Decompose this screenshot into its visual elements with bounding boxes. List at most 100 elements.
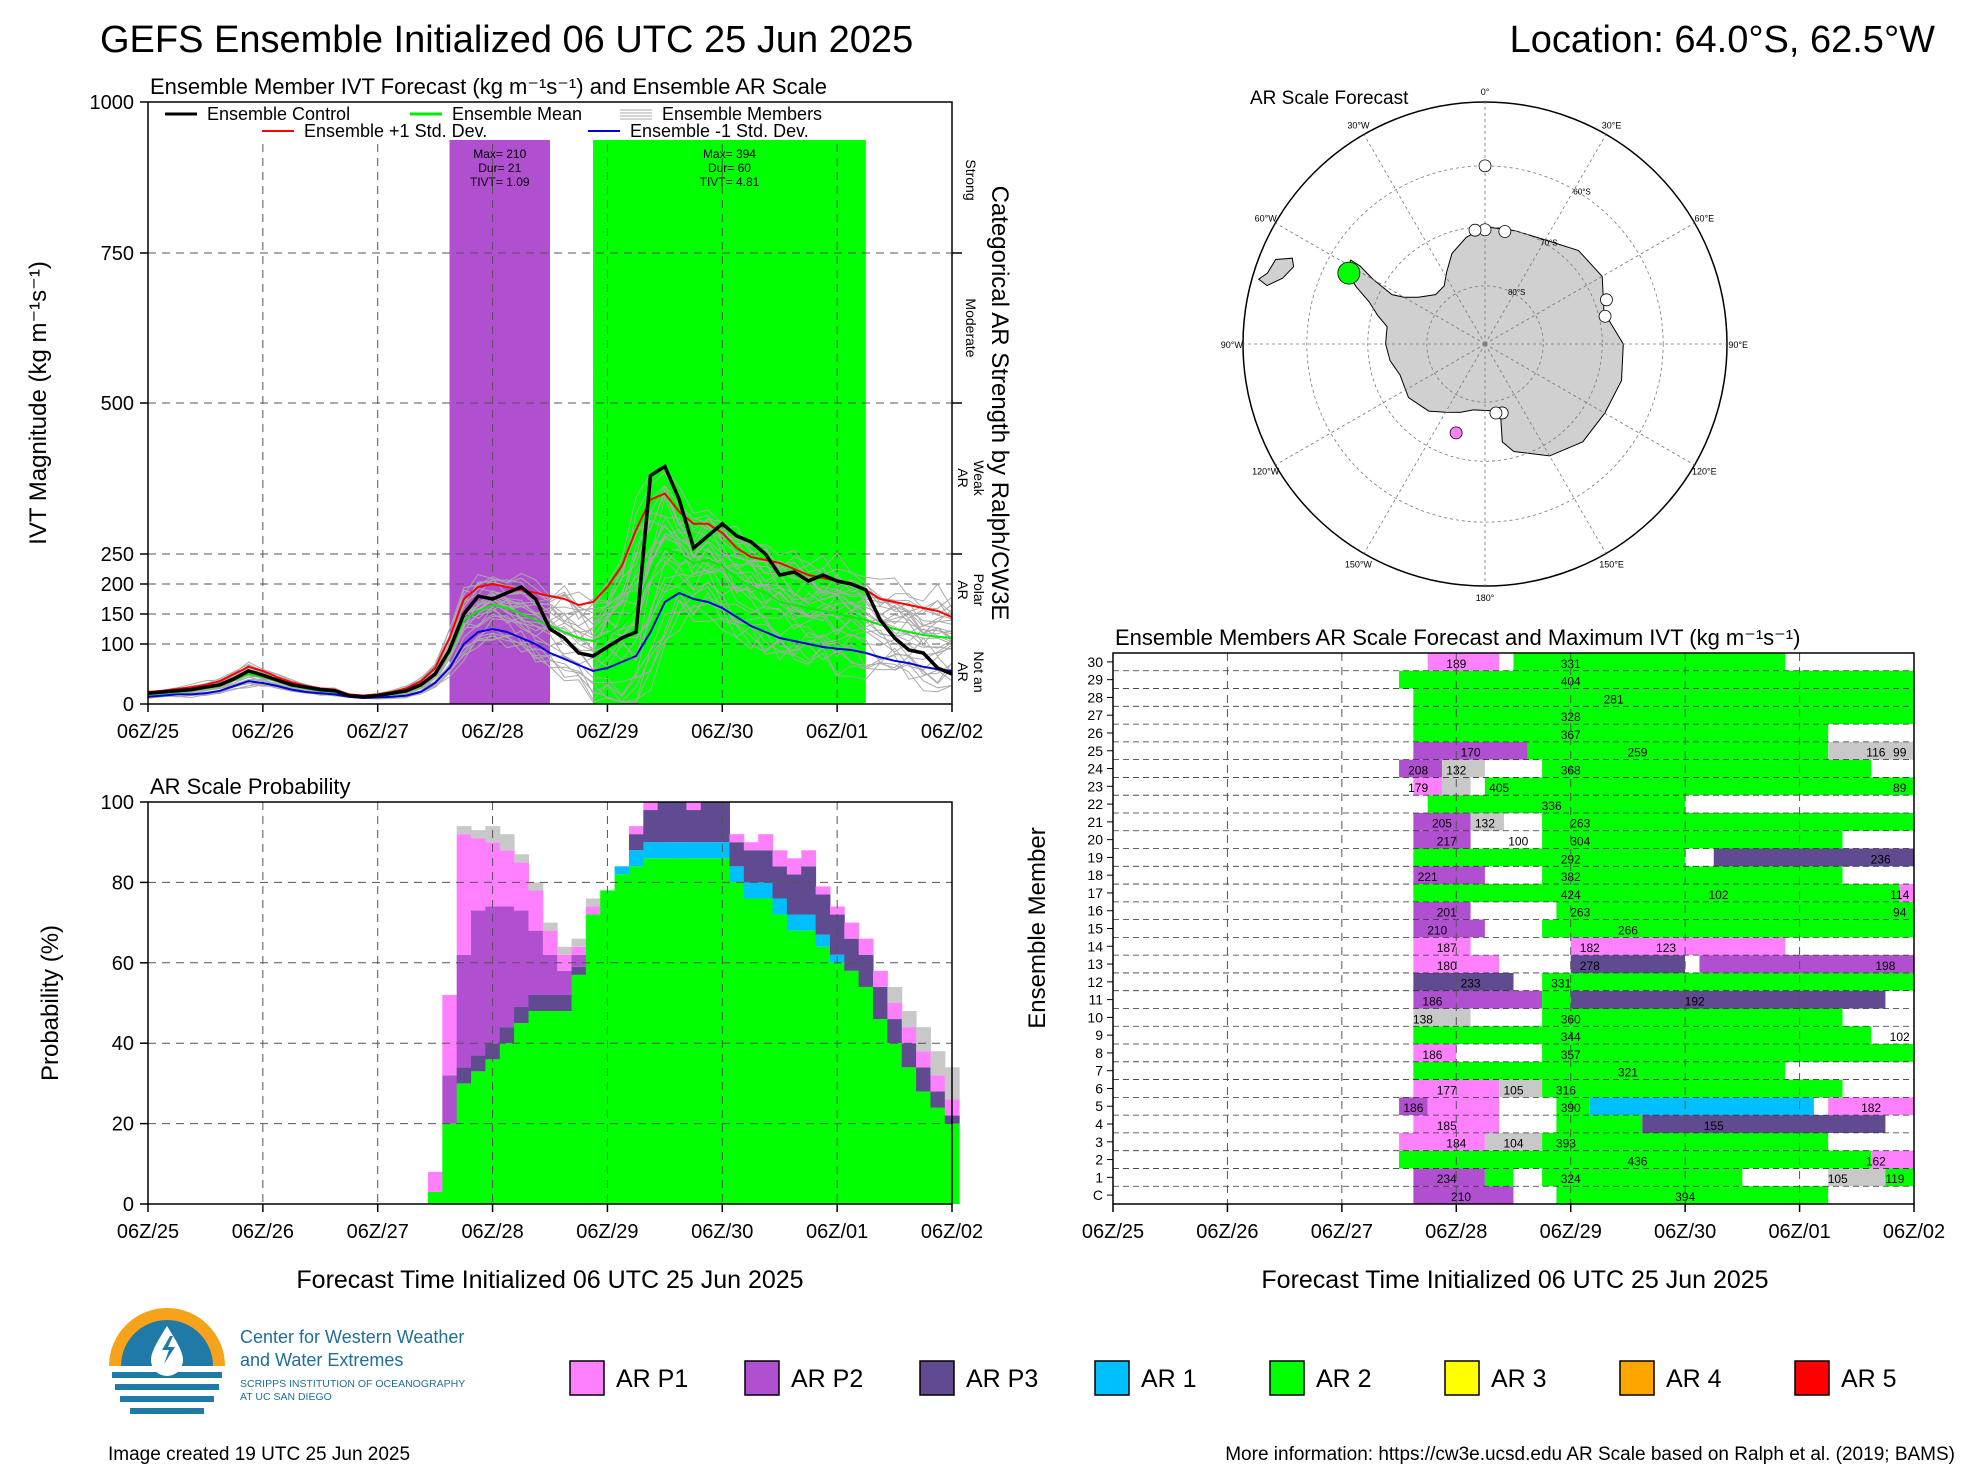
- prob-bar-AR_P3-150: [858, 954, 874, 987]
- prob-bar-AR_P1-162: [916, 1051, 931, 1068]
- member-label-3: 3: [1095, 1134, 1103, 1150]
- member-14-ivt-2: 123: [1656, 941, 1676, 955]
- prob-bar-AR_P2-81: [528, 930, 544, 995]
- lon-label-7: 150°W: [1345, 559, 1373, 569]
- prob-bar-gray-93: [585, 898, 601, 907]
- prob-bar-AR_P1-126: [743, 842, 759, 851]
- map-marker-3: [1498, 225, 1512, 238]
- member-25-segment-2: [1828, 741, 1914, 760]
- ivt-ytick-label-200: 200: [101, 574, 134, 596]
- meridian-8: [1275, 343, 1486, 466]
- member-7-segment-0: [1413, 1061, 1786, 1080]
- member-17-ivt-1: 102: [1709, 888, 1729, 902]
- prob-bar-AR_2-81: [528, 1011, 544, 1204]
- ivt-ytick-label-150: 150: [101, 604, 134, 626]
- member-label-21: 21: [1087, 814, 1103, 830]
- prob-bar-AR_P2-90: [571, 954, 587, 967]
- member-label-26: 26: [1087, 725, 1103, 741]
- prob-bar-AR_P3-147: [844, 938, 860, 971]
- legend-text-ar_2: AR 2: [1316, 1365, 1372, 1393]
- member-24-ivt-0: 208: [1408, 763, 1428, 777]
- lat-label-1: 70°S: [1540, 239, 1557, 248]
- prob-bar-AR_P1-153: [873, 970, 888, 987]
- member-19-ivt-0: 292: [1561, 852, 1581, 866]
- right-cat-0: Strong: [963, 159, 979, 200]
- prob-bar-AR_1-105: [643, 842, 659, 859]
- lat-label-0: 60°S: [1573, 188, 1590, 197]
- member-11-segment-2: [1570, 990, 1886, 1009]
- member-4-ivt-1: 155: [1704, 1119, 1724, 1133]
- legend-label-1: Ensemble Mean: [452, 104, 582, 124]
- member-24-segment-0: [1399, 759, 1442, 778]
- member-15-segment-1: [1542, 919, 1914, 938]
- member-9-ivt-1: 102: [1890, 1030, 1910, 1044]
- member-11-ivt-0: 186: [1422, 994, 1442, 1008]
- prob-bar-AR_2-69: [471, 1071, 486, 1204]
- prob-bar-gray-81: [528, 882, 544, 891]
- legend-label-3: Ensemble +1 Std. Dev.: [304, 121, 487, 141]
- prob-bar-AR_2-75: [499, 1043, 515, 1204]
- member-18-segment-0: [1413, 866, 1485, 885]
- member-21-ivt-0: 205: [1432, 817, 1452, 831]
- member-label-30: 30: [1087, 654, 1103, 670]
- member-22-ivt-0: 336: [1542, 799, 1562, 813]
- prob-bar-AR_P1-156: [887, 1003, 903, 1020]
- ivt-panel-title: Ensemble Member IVT Forecast (kg m⁻¹s⁻¹)…: [150, 74, 827, 99]
- prob-bar-AR_P1-141: [815, 886, 831, 895]
- member-21-segment-1: [1470, 812, 1504, 831]
- member-5-ivt-2: 182: [1861, 1101, 1881, 1115]
- map-title: AR Scale Forecast: [1250, 88, 1409, 109]
- member-30-segment-0: [1427, 653, 1500, 671]
- ivt-xtick-label-6: 06Z/01: [806, 721, 868, 743]
- prob-bar-AR_P3-78: [514, 1007, 529, 1024]
- ar-event-max-0: Max= 210: [473, 147, 526, 161]
- member-6-ivt-2: 316: [1556, 1083, 1576, 1097]
- prob-bar-AR_1-126: [743, 882, 759, 899]
- ivt-xtick-label-7: 06Z/02: [921, 721, 983, 743]
- member-xtick-label-0: 06Z/25: [1082, 1221, 1144, 1243]
- prob-bar-AR_1-102: [628, 850, 644, 867]
- prob-bar-AR_2-102: [628, 866, 644, 1204]
- lon-label-0: 0°: [1481, 87, 1490, 97]
- member-label-15: 15: [1087, 921, 1103, 937]
- member-20-ivt-1: 100: [1508, 835, 1528, 849]
- member-label-5: 5: [1095, 1098, 1103, 1114]
- ivt-xtick-label-5: 06Z/30: [691, 721, 753, 743]
- prob-bar-AR_P3-69: [471, 1055, 486, 1072]
- prob-bar-AR_2-99: [614, 874, 630, 1204]
- xlabel-right: Forecast Time Initialized 06 UTC 25 Jun …: [1261, 1266, 1768, 1294]
- member-3-segment-2: [1542, 1132, 1829, 1151]
- member-5-ivt-0: 186: [1403, 1101, 1423, 1115]
- member-13-segment-1: [1570, 955, 1686, 973]
- member-label-C: C: [1093, 1187, 1103, 1203]
- ar-event-max-1: Max= 394: [703, 147, 756, 161]
- member-1-segment-0: [1413, 1168, 1485, 1187]
- ivt-xtick-label-2: 06Z/27: [347, 721, 409, 743]
- ivt-xtick-label-0: 06Z/25: [117, 721, 179, 743]
- legend-swatch-ar_1: [1094, 1360, 1130, 1396]
- prob-bar-AR_2-138: [801, 930, 817, 1204]
- member-label-24: 24: [1087, 761, 1103, 777]
- prob-bar-gray-78: [514, 854, 529, 863]
- info-note: More information: https://cw3e.ucsd.edu …: [1225, 1444, 1955, 1465]
- right-cat-1: Moderate: [963, 298, 979, 357]
- member-4-segment-2: [1642, 1115, 1886, 1133]
- member-17-segment-1: [1685, 884, 1900, 902]
- member-4-segment-1: [1556, 1115, 1643, 1133]
- prob-bar-AR_P1-84: [542, 930, 558, 955]
- series-ensemble-1-std-dev-: [147, 591, 953, 700]
- ar-event-dur-0: Dur= 21: [478, 161, 521, 175]
- lon-label-6: 180°: [1476, 593, 1495, 603]
- member-2-ivt-0: 436: [1627, 1154, 1647, 1168]
- lon-label-11: 30°W: [1347, 121, 1370, 131]
- logo-line2: and Water Extremes: [240, 1350, 403, 1370]
- prob-bar-AR_P1-69: [471, 838, 486, 911]
- member-12-segment-1: [1542, 972, 1914, 991]
- member-15-ivt-0: 210: [1427, 923, 1447, 937]
- probability-ylabel: Probability (%): [37, 925, 64, 1081]
- member-1-ivt-2: 105: [1828, 1172, 1848, 1186]
- right-cat-4: Not anAR: [955, 651, 987, 692]
- prob-xtick-label-3: 06Z/28: [461, 1221, 523, 1243]
- meridian-1: [1484, 134, 1607, 345]
- member-29-segment-0: [1399, 670, 1914, 689]
